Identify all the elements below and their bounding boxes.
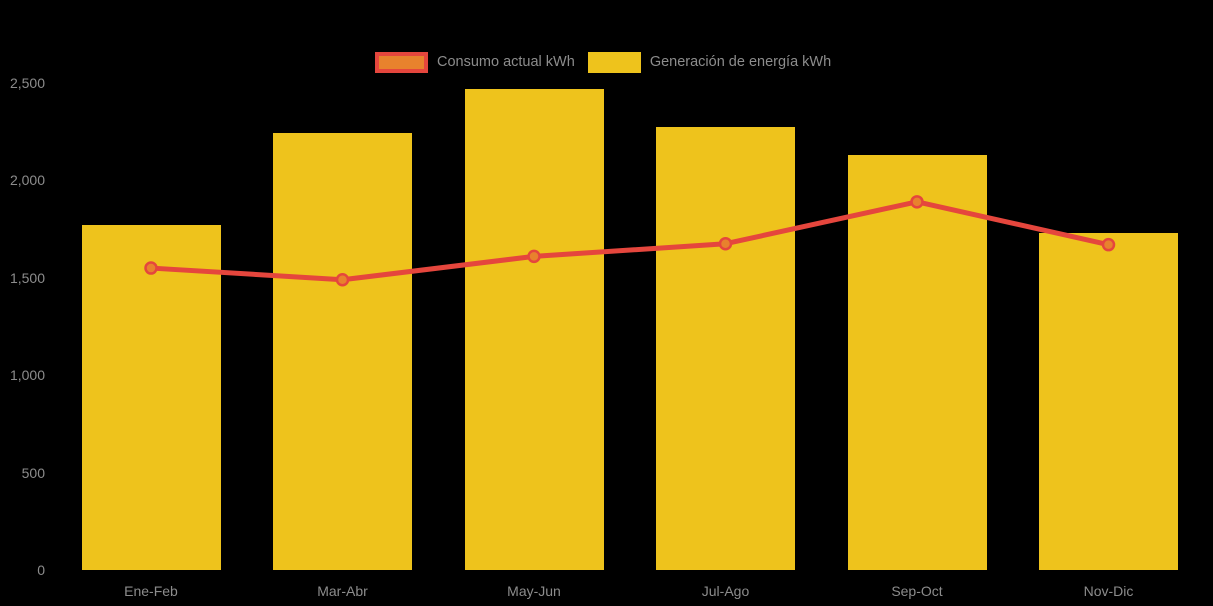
legend-item-generacion[interactable]: Generación de energía kWh [587,51,832,73]
bar-generacion-Mar-Abr[interactable] [273,132,412,570]
bar-generacion-May-Jun[interactable] [464,88,604,570]
y-axis-tick-label: 1,000 [9,367,45,384]
x-axis-label-Nov-Dic: Nov-Dic [1083,583,1134,599]
legend-label-generacion: Generación de energía kWh [649,54,832,70]
bar-generacion-Sep-Oct[interactable] [847,155,987,570]
y-axis-tick-label: 2,000 [9,172,45,189]
line-point-Sep-Oct[interactable] [910,195,924,209]
line-point-Mar-Abr[interactable] [335,272,350,287]
y-axis-tick-label: 0 [37,562,45,578]
x-axis-label-Sep-Oct: Sep-Oct [891,583,943,599]
x-axis-label-Jul-Ago: Jul-Ago [701,583,750,599]
line-point-Ene-Feb[interactable] [144,261,158,275]
x-axis-label-Mar-Abr: Mar-Abr [317,583,368,599]
legend-item-consumo[interactable]: Consumo actual kWh [375,51,575,73]
line-point-Nov-Dic[interactable] [1101,237,1116,252]
consumo-line [148,199,1111,283]
y-axis-tick-label: 500 [21,464,45,481]
legend-swatch-consumo-icon [375,51,428,73]
bar-generacion-Ene-Feb[interactable] [81,225,221,570]
line-point-Jul-Ago[interactable] [718,236,733,251]
bar-generacion-Nov-Dic[interactable] [1039,232,1178,570]
legend-swatch-generacion-icon [587,51,641,73]
x-axis-label-May-Jun: May-Jun [507,583,561,599]
y-axis-tick-label: 2,500 [9,75,45,91]
legend-label-consumo: Consumo actual kWh [437,54,575,70]
legend: Consumo actual kWh Generación de energía… [375,50,831,74]
y-axis-tick-label: 1,500 [9,269,45,286]
line-point-May-Jun[interactable] [527,249,541,264]
x-axis-label-Ene-Feb: Ene-Feb [124,583,178,599]
bar-generacion-Jul-Ago[interactable] [656,126,795,570]
